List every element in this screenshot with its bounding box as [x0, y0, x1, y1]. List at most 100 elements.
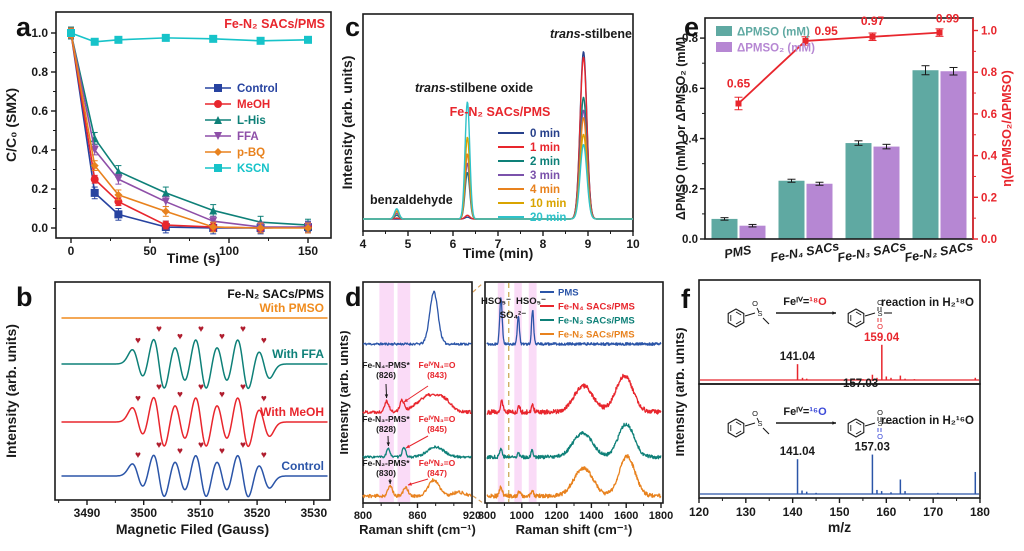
legend-item-1-min: 1 min [498, 142, 560, 154]
annotation-arrowhead [832, 311, 836, 315]
mass-peak-label: 141.04 [780, 446, 816, 458]
x-tick-label: 3530 [300, 506, 327, 520]
x-tick-label: 10 [626, 237, 640, 251]
epr-trace-control: Control ♥ ♥ ♥ ♥ ♥ ♥ ♥ [61, 440, 328, 498]
chromatogram-trace-20-min [362, 101, 634, 220]
dmpo-adduct-heart-marker: ♥ [198, 382, 204, 393]
oxygen-atom: O [877, 408, 883, 417]
species-label: HSO₅⁻ [481, 296, 511, 307]
labeled-oxygen-atom: O [877, 322, 883, 331]
compound-label: benzaldehyde [370, 193, 453, 207]
legend-swatch [716, 26, 732, 36]
annotation-species: Fe-N₃-PMS* [362, 414, 410, 424]
marker-square [114, 35, 123, 44]
compound-label: trans-stilbene [550, 27, 632, 41]
legend-item-10-min: 10 min [498, 198, 566, 210]
mass-peak-label: 141.04 [780, 351, 816, 363]
dmpo-adduct-heart-marker: ♥ [156, 382, 162, 393]
raman-annotation: Fe-N₄-PMS*(826) [362, 360, 410, 399]
legend-label: MeOH [237, 99, 270, 111]
ring-double-bond [735, 430, 742, 435]
x-tick-label: 100 [219, 244, 239, 258]
series-line [70, 32, 309, 229]
reaction-condition-label: reaction in H₂¹⁸O [881, 297, 974, 309]
annotation-species: Fe-N₂-PMS* [362, 458, 410, 468]
x-axis-title: m/z [828, 519, 851, 535]
x-tick-label: 800 [478, 510, 496, 522]
raman-left-trace-pms [362, 290, 472, 346]
marker-diamond [114, 190, 123, 199]
annotation-arrowhead [408, 482, 412, 486]
bar [873, 146, 900, 239]
x-tick-label: 860 [408, 510, 426, 522]
methyl-bond [762, 427, 770, 435]
raman-left-trace-fe-n2 [362, 445, 472, 459]
x-tick-label: 1200 [544, 510, 568, 522]
panel-b-plot: 3490 3500 3510 3520 3530 Magnetic Filed (Gaus… [3, 281, 331, 537]
raman-annotation: FeᴵⱽN₂=O(847) [407, 458, 456, 486]
legend-label: 2 min [530, 156, 560, 168]
marker-diamond [256, 224, 265, 232]
dmpo-adduct-heart-marker: ♥ [156, 440, 162, 451]
bond [756, 307, 760, 313]
dmpo-adduct-heart-marker: ♥ [135, 450, 141, 461]
legend-label: FFA [237, 131, 259, 143]
x-axis-title-left: Raman shift (cm⁻¹) [359, 522, 476, 537]
marker-circle [90, 175, 99, 184]
species-label: HSO₅⁻ [516, 296, 546, 307]
panel-letter-b: b [16, 282, 33, 312]
labeled-oxygen-atom: O [877, 432, 883, 441]
marker-square [214, 84, 222, 92]
y-tick-label: 0.8 [31, 65, 48, 79]
species-label: SO₄²⁻ [500, 310, 526, 321]
y-axis-title: Intensity (arb. units) [3, 324, 19, 458]
methyl-bond [762, 317, 770, 325]
dmpo-adduct-heart-marker: ♥ [219, 331, 225, 342]
annotation-wavenumber: (826) [376, 370, 396, 380]
panel-letter-d: d [345, 282, 362, 312]
panel-letter-c: c [345, 12, 361, 42]
dmpo-adduct-heart-marker: ♥ [240, 324, 246, 335]
y-axis-title: Intensity (arb. units) [340, 56, 355, 190]
annotation-species: FeᴵⱽN₄=O [419, 360, 456, 370]
bar [845, 143, 872, 239]
raman-right-trace-1 [486, 373, 662, 415]
x-axis-title: Time (min) [463, 245, 534, 261]
eta-point [936, 29, 943, 36]
x-tick-label: 180 [970, 505, 990, 519]
marker-triangle-down [90, 146, 99, 154]
raman-left-trace-fe-n3 [362, 393, 472, 415]
oxygen-atom: O [877, 298, 883, 307]
category-label: Fe-N₂ SACs [903, 239, 974, 265]
legend-label: 10 min [530, 198, 566, 210]
marker-diamond [209, 223, 218, 232]
legend-label: ΔPMSO (mM) [737, 27, 810, 39]
raman-line [486, 422, 662, 460]
panel-f-mass-spectra: 120 130 140 150 160 170 180 m/z Intensity (arb. … [676, 272, 1024, 551]
dmpo-adduct-heart-marker: ♥ [219, 446, 225, 457]
x-tick-label: 1400 [579, 510, 603, 522]
y-tick-label-left: 0.2 [682, 184, 698, 196]
ring-double-bond [735, 421, 742, 426]
bar-series-1 [739, 66, 967, 239]
y-tick-label: 0.2 [31, 182, 48, 196]
legend-item-control: Control [205, 83, 278, 95]
marker-diamond [90, 161, 99, 170]
raman-line [486, 297, 662, 346]
benzene-ring [847, 308, 865, 328]
panel-f-plot: 120 130 140 150 160 170 180 m/z Intensity (arb. … [676, 279, 990, 535]
legend-label: p-BQ [237, 147, 265, 159]
x-tick-label: 50 [143, 244, 157, 258]
epr-trace-label: With PMSO [259, 301, 324, 315]
legend-label: KSCN [237, 163, 270, 175]
panel-a-scavenger-kinetics: 0 50 100 150 0.0 0.2 0.4 0.6 0.8 1.0 Time (s) C/C₀ … [0, 0, 340, 272]
marker-diamond [214, 148, 222, 156]
epr-trace-label: With MeOH [260, 405, 324, 419]
x-axis-title-right: Raman shift (cm⁻¹) [516, 522, 633, 537]
legend-label: ΔPMSO₂ (mM) [737, 43, 815, 55]
marker-circle [161, 221, 170, 230]
series-line [70, 32, 309, 43]
chromatogram-line [362, 101, 634, 220]
y-tick-label-left: 0.8 [682, 33, 699, 45]
